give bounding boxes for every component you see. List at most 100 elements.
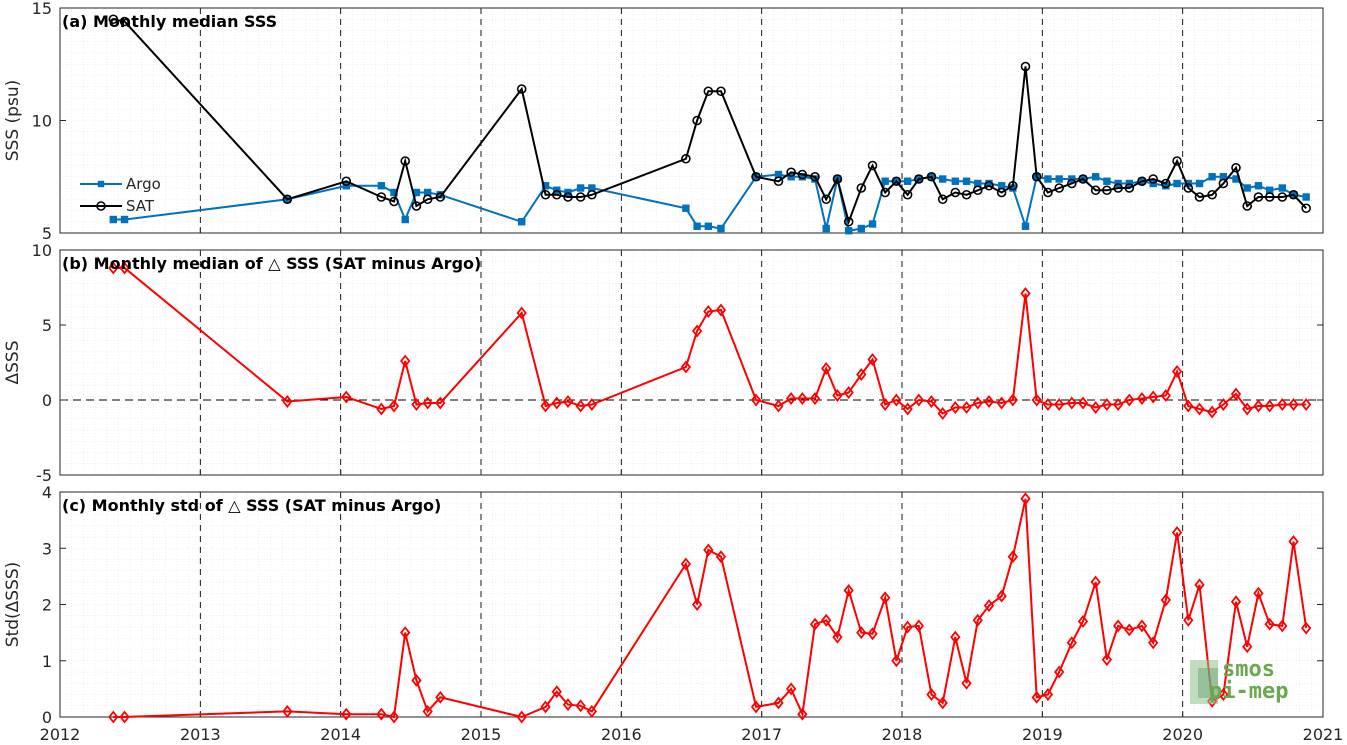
data-point [411,398,422,411]
data-point [682,204,690,212]
data-point [411,201,422,211]
data-point [891,393,902,407]
data-point [341,176,352,187]
data-point [282,395,293,408]
legend-marker [96,201,106,211]
data-point [1136,392,1148,405]
data-point [856,183,867,193]
data-point [902,189,913,200]
y-tick-label: 1 [42,652,52,671]
data-point [1288,398,1299,411]
data-point [1301,621,1312,635]
data-point [1172,156,1182,166]
data-point [914,174,924,184]
data-point [1055,175,1063,183]
data-point [797,392,808,405]
data-point [1103,177,1111,185]
data-point [388,710,400,724]
data-point [1031,690,1042,704]
y-tick-label: 0 [42,391,52,410]
x-tick-label: 2019 [1022,725,1063,744]
data-point [377,182,386,190]
data-point [1218,178,1229,189]
x-tick-label: 2014 [320,725,361,744]
x-tick-label: 2020 [1162,725,1203,744]
data-point [540,189,551,200]
x-axis: 2012 2013 2014 2015 2016 2017 2018 2019 2020 2021 [40,725,1344,744]
data-point [972,396,983,410]
data-point [401,215,409,224]
data-point [1148,174,1158,184]
data-point [715,550,727,564]
data-point [400,354,411,368]
data-point [1242,201,1253,211]
data-point [797,707,808,721]
data-point [903,177,912,185]
data-point [388,399,400,413]
data-point [562,698,574,712]
data-point [1113,183,1123,193]
data-point [435,192,446,202]
data-point [773,696,784,710]
data-point [341,707,352,721]
data-point [715,303,727,317]
data-point [785,392,797,405]
data-point [937,194,948,205]
minor-grid [59,250,1323,475]
data-point [821,613,832,627]
data-point [1124,183,1135,193]
data-point [1243,184,1251,192]
data-point [1160,593,1171,607]
data-point [376,192,387,202]
y-tick-label: 5 [42,224,52,243]
data-point [586,398,598,411]
data-point [867,353,878,366]
data-point [880,591,891,605]
data-point [376,402,387,416]
data-point [1066,396,1077,410]
data-point [1277,619,1288,633]
data-point [1042,688,1054,701]
data-point [703,543,714,557]
data-point [1054,398,1065,411]
data-point [951,177,960,185]
data-point [1008,180,1018,191]
data-point [108,261,119,275]
data-point [1031,393,1042,407]
data-point [1136,619,1148,633]
data-point [926,688,937,701]
data-point [376,707,387,721]
data-point [1077,614,1089,628]
y-tick-label: 5 [42,316,52,335]
data-point [938,175,947,183]
data-point [1230,595,1242,609]
data-point [1124,623,1135,637]
data-point [1091,173,1100,181]
data-point [902,620,913,634]
data-point [1183,613,1194,627]
data-point [435,690,446,704]
data-point [983,599,995,613]
series-delta [108,261,1312,420]
data-point [1007,550,1019,564]
data-point [856,626,867,640]
panel-title: (b) Monthly median of △ SSS (SAT minus A… [62,254,481,273]
data-point [1043,187,1053,198]
data-point [1301,398,1312,411]
data-point [1020,61,1031,72]
smos-pimep-logo: smos pi-mep [1190,657,1288,704]
series-line [113,267,1307,415]
data-point [109,215,118,224]
data-point [843,216,854,227]
data-point [809,617,821,631]
data-point [1021,222,1030,230]
x-tick-label: 2015 [461,725,502,744]
data-point [1264,192,1275,202]
data-point [810,171,820,182]
data-point [926,395,937,408]
data-point [1218,688,1229,701]
data-point [1278,184,1287,192]
data-point [1054,183,1064,193]
panel-title: (c) Monthly std of △ SSS (SAT minus Argo… [62,496,441,515]
data-point [435,396,446,410]
